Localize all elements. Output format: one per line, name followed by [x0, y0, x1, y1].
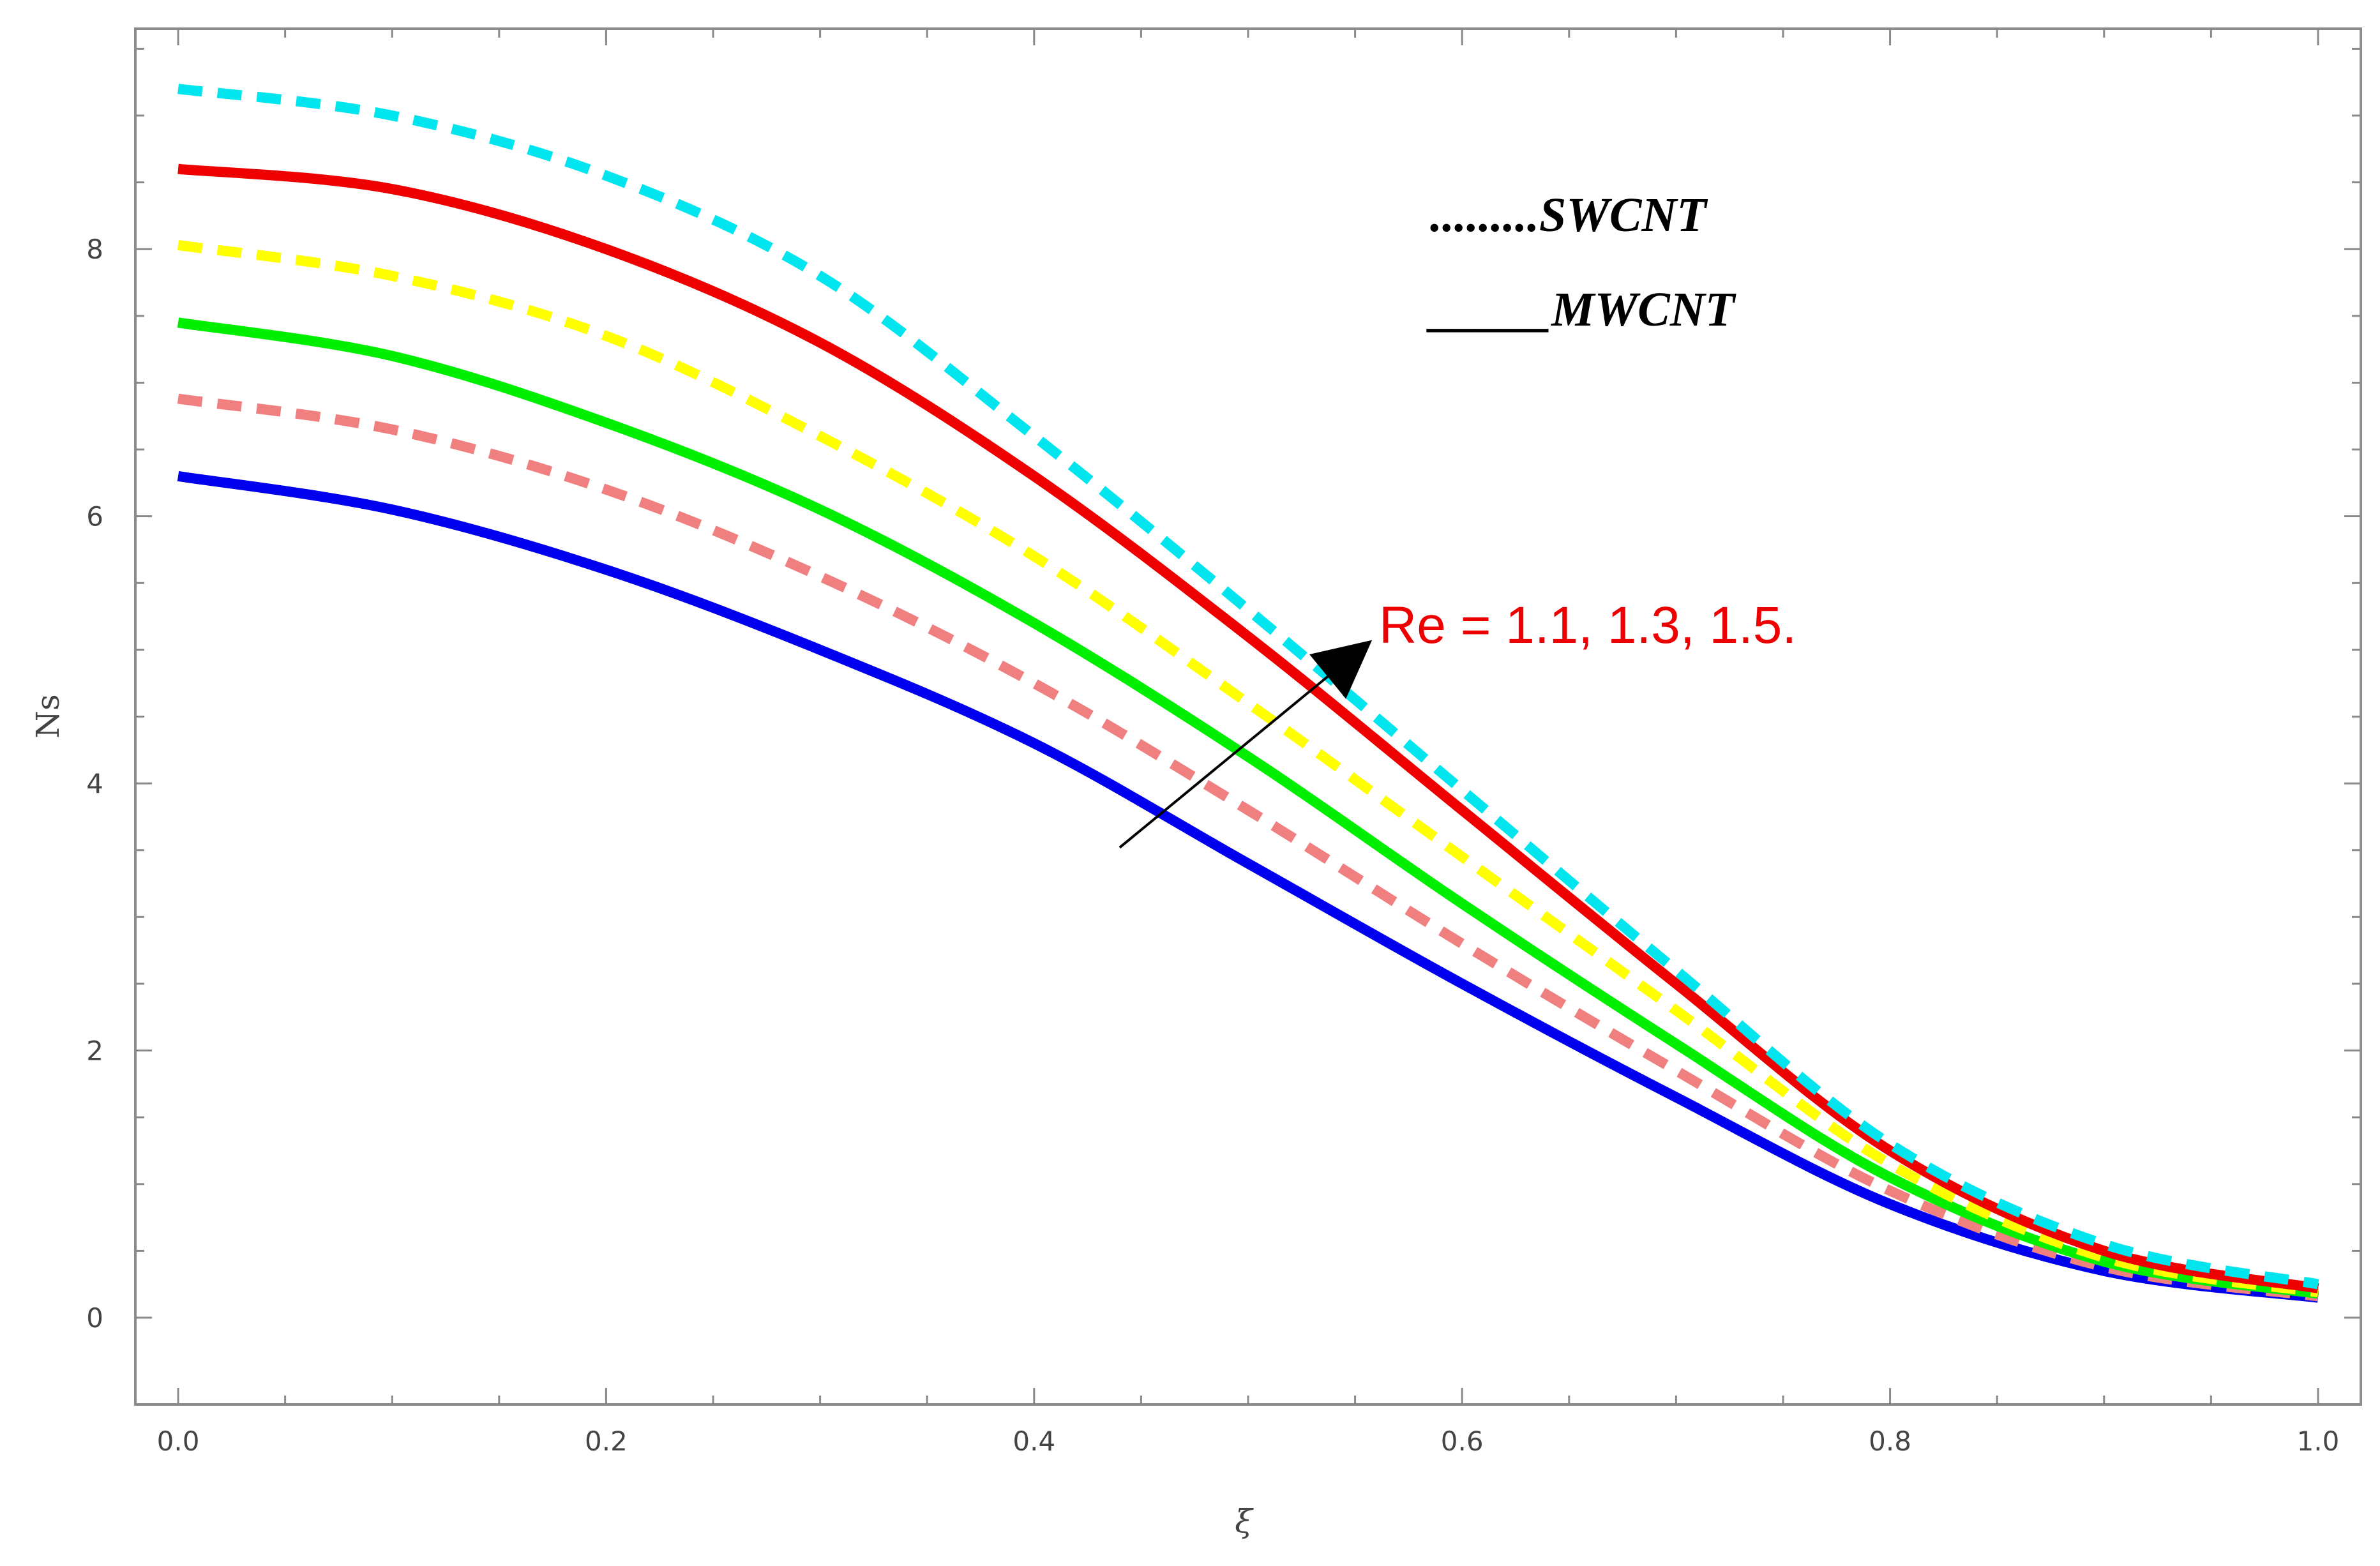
x-axis-label: ξ: [1235, 1503, 1254, 1540]
x-tick-label: 0.8: [1869, 1426, 1911, 1457]
axis-tick-labels: 0.0 0.2 0.4 0.6 0.8 1.0 0 2 4 6 8: [86, 234, 2339, 1457]
series-layer: [177, 84, 2319, 1303]
legend-entry-mwcnt: _____MWCNT: [1426, 283, 1736, 336]
x-tick-label: 0.6: [1441, 1426, 1484, 1457]
x-tick-label: 1.0: [2297, 1426, 2340, 1457]
y-axis-label: Ns: [29, 694, 66, 738]
series-line-5: [177, 163, 2319, 1293]
y-tick-label: 4: [86, 768, 103, 799]
series-line-4: [177, 239, 2319, 1298]
legend-entry-swcnt: .........SWCNT: [1430, 188, 1708, 242]
y-tick-label: 6: [86, 501, 103, 532]
y-tick-label: 8: [86, 234, 103, 265]
legend: .........SWCNT _____MWCNT: [1426, 188, 1736, 336]
y-tick-label: 2: [86, 1035, 103, 1067]
plot-frame: [134, 27, 2362, 1406]
x-tick-label: 0.0: [157, 1426, 200, 1457]
series-line-3: [177, 317, 2319, 1299]
y-tick-label: 0: [86, 1302, 103, 1334]
re-annotation-label: Re = 1.1, 1.3, 1.5.: [1379, 596, 1796, 654]
series-line-2: [177, 393, 2319, 1302]
re-increase-arrow: [1118, 640, 1373, 849]
axis-ticks: [135, 29, 2361, 1404]
x-tick-label: 0.4: [1013, 1426, 1055, 1457]
x-tick-label: 0.2: [585, 1426, 628, 1457]
series-line-1: [177, 471, 2319, 1303]
series-line-6: [177, 84, 2319, 1290]
